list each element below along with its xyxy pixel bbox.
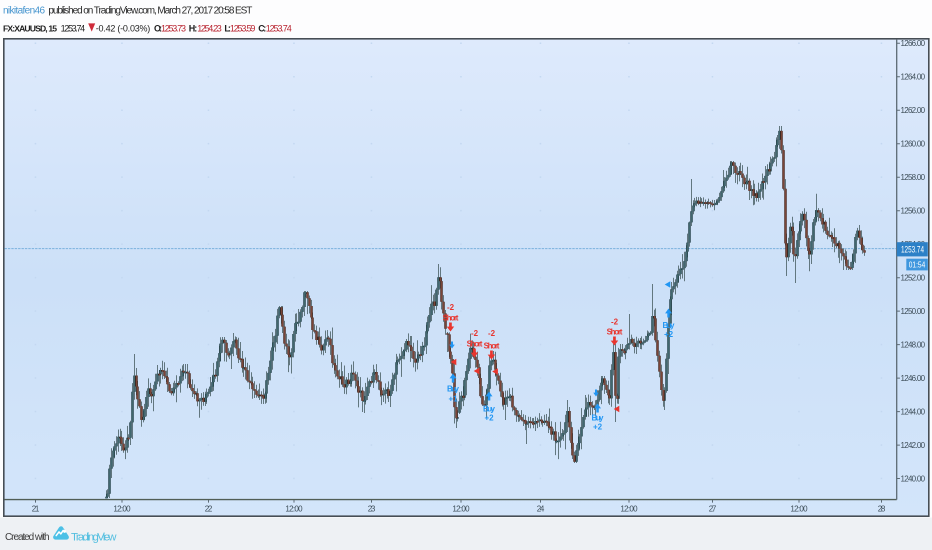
svg-text:12:00: 12:00 <box>790 504 808 513</box>
svg-text:Short: Short <box>443 314 459 323</box>
svg-text:-2: -2 <box>447 303 455 312</box>
svg-text:01:54: 01:54 <box>909 260 926 270</box>
svg-text:12:00: 12:00 <box>620 504 638 513</box>
svg-text:1260.00: 1260.00 <box>901 140 926 149</box>
svg-text:+2: +2 <box>664 330 674 339</box>
svg-text:1262.00: 1262.00 <box>901 106 926 115</box>
svg-text:Buy: Buy <box>592 414 605 423</box>
svg-text:+1: +1 <box>448 395 458 404</box>
svg-text:12:00: 12:00 <box>113 504 131 513</box>
svg-text:24: 24 <box>537 504 545 513</box>
svg-text:22: 22 <box>205 504 213 513</box>
svg-text:1244.00: 1244.00 <box>901 407 926 416</box>
svg-text:1266.00: 1266.00 <box>901 39 926 48</box>
svg-text:Buy: Buy <box>483 405 496 414</box>
svg-text:1240.00: 1240.00 <box>901 474 926 483</box>
svg-text:Buy: Buy <box>663 321 676 330</box>
svg-text:-2: -2 <box>611 318 619 327</box>
svg-text:-2: -2 <box>488 329 496 338</box>
svg-text:12:00: 12:00 <box>285 504 303 513</box>
svg-text:-2: -2 <box>471 329 479 338</box>
svg-text:+2: +2 <box>484 414 494 423</box>
svg-text:1256.00: 1256.00 <box>901 207 926 216</box>
svg-text:23: 23 <box>368 504 376 513</box>
svg-text:1264.00: 1264.00 <box>901 73 926 82</box>
svg-text:Short: Short <box>467 340 483 349</box>
svg-text:12:00: 12:00 <box>452 504 470 513</box>
svg-text:28: 28 <box>878 504 886 513</box>
svg-text:27: 27 <box>709 504 717 513</box>
svg-text:1252.00: 1252.00 <box>901 274 926 283</box>
svg-text:TradingView: TradingView <box>71 531 117 543</box>
svg-text:1253.74: 1253.74 <box>901 244 924 254</box>
svg-text:Short: Short <box>484 342 500 351</box>
svg-text:1242.00: 1242.00 <box>901 441 926 450</box>
svg-text:1250.00: 1250.00 <box>901 307 926 316</box>
svg-text:Created with: Created with <box>5 532 50 543</box>
svg-text:21: 21 <box>32 504 40 513</box>
svg-text:Short: Short <box>607 328 623 337</box>
svg-text:1248.00: 1248.00 <box>901 340 926 349</box>
svg-text:+2: +2 <box>593 423 603 432</box>
svg-text:Buy: Buy <box>447 385 460 394</box>
svg-text:1246.00: 1246.00 <box>901 374 926 383</box>
svg-text:1258.00: 1258.00 <box>901 173 926 182</box>
